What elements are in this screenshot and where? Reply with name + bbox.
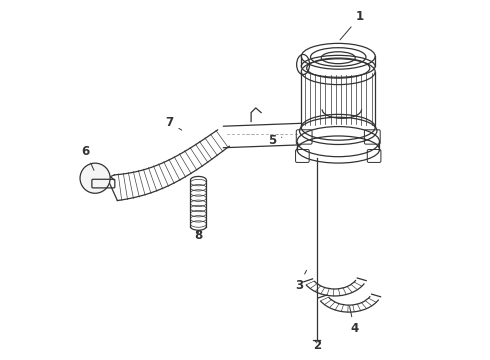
Text: 5: 5 [268,134,282,147]
Text: 3: 3 [294,270,307,292]
Text: 6: 6 [81,145,94,170]
Text: 4: 4 [349,306,359,335]
Text: 7: 7 [166,116,182,130]
Text: 2: 2 [313,339,321,352]
Text: 8: 8 [194,229,202,242]
Ellipse shape [80,163,110,193]
Text: 1: 1 [340,10,364,40]
